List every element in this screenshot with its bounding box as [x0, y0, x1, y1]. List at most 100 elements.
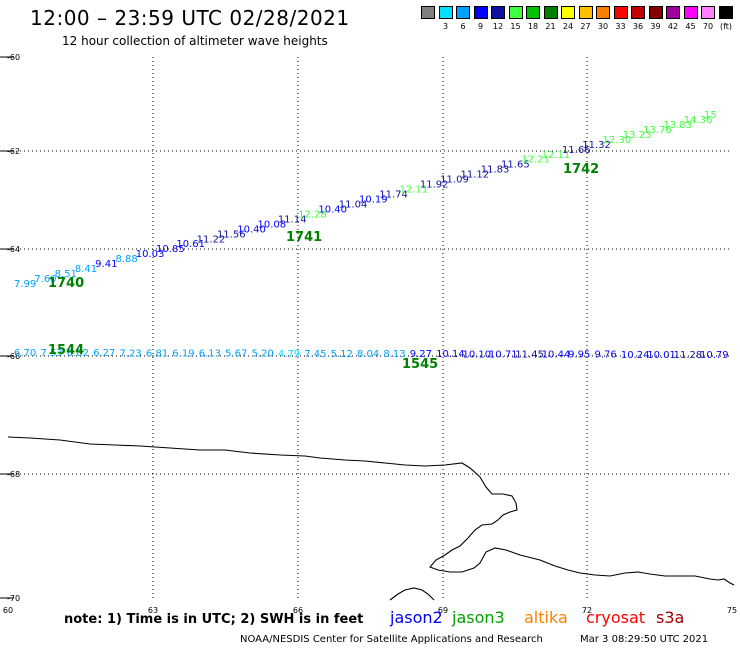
wave-height-value: 12.21 — [521, 155, 550, 166]
wave-height-value: 7.23 — [120, 348, 142, 359]
track-1544-1545: 6.70 7.53 6.82 6.27 7.23 6.81 6.19 6.13 5.67 5.20… — [14, 343, 729, 372]
colorbar-label: 42 — [667, 22, 679, 31]
colorbar-swatch — [421, 6, 435, 19]
map-grid: 60 63 66 69 72 75 -60 -62 -64 -66 -68 -70 — [0, 53, 737, 615]
satellite-cryosat: cryosat — [586, 608, 646, 627]
colorbar-swatch — [631, 6, 645, 19]
wave-height-value: 4.79 — [278, 349, 300, 360]
colorbar-swatch — [491, 6, 505, 19]
lon-tick-label: 69 — [438, 606, 448, 615]
colorbar-swatch — [701, 6, 715, 19]
wave-height-value: 5.12 — [331, 349, 353, 360]
satellite-altika: altika — [524, 608, 568, 627]
wave-height-value: 10.71 — [489, 349, 518, 360]
time-label: 1741 — [286, 230, 322, 245]
colorbar-label: 24 — [562, 22, 574, 31]
wave-height-value: 6.81 — [146, 348, 168, 359]
colorbar-swatch — [683, 6, 698, 19]
wave-height-value: 12.11 — [542, 150, 571, 161]
colorbar-label: 27 — [580, 22, 591, 31]
credit-line: NOAA/NESDIS Center for Satellite Applica… — [240, 634, 543, 645]
wave-height-value: 11.09 — [440, 175, 469, 186]
time-label: 1544 — [48, 343, 84, 358]
wave-height-value: 12.28 — [298, 209, 327, 220]
wave-height-value: 8.41 — [75, 264, 97, 275]
wave-height-value: 8.13 — [383, 349, 405, 360]
colorbar-label: 12 — [492, 22, 504, 31]
wave-height-value: 10.40 — [237, 224, 266, 235]
lat-tick-label: -66 — [7, 352, 20, 361]
time-label: 1740 — [48, 276, 84, 291]
satellite-jason2: jason2 — [390, 608, 443, 627]
page-subtitle: 12 hour collection of altimeter wave hei… — [62, 34, 328, 48]
wave-height-value: 6.19 — [172, 348, 194, 359]
lon-tick-label: 66 — [293, 606, 303, 615]
wave-height-value: 9.41 — [95, 259, 117, 270]
satellite-jason3: jason3 — [452, 608, 505, 627]
colorbar-swatch — [578, 6, 593, 19]
wave-height-value: 11.92 — [420, 180, 449, 191]
footer-note: note: 1) Time is in UTC; 2) SWH is in fe… — [64, 612, 364, 627]
wave-height-value: 11.28 — [674, 350, 703, 361]
wave-height-value: 14.36 — [684, 115, 713, 126]
wave-height-value: 11.45 — [515, 349, 544, 360]
lat-tick-label: -64 — [7, 245, 20, 254]
colorbar-swatch — [666, 6, 680, 19]
wave-height-value: 5.20 — [251, 349, 273, 360]
wave-height-value: 10.61 — [176, 239, 205, 250]
wave-height-value: 8.51 — [55, 269, 77, 280]
wave-height-value: 11.32 — [582, 140, 611, 151]
colorbar-swatch — [648, 6, 663, 19]
lat-tick-label: -62 — [7, 147, 20, 156]
lon-tick-label: 60 — [3, 606, 13, 615]
wave-height-value: 12.11 — [400, 185, 429, 196]
wave-height-value: 11.12 — [460, 170, 489, 181]
colorbar-swatch — [456, 6, 470, 19]
wave-height-value: 5.67 — [225, 349, 247, 360]
wave-height-value: 12.30 — [603, 135, 632, 146]
time-label: 1545 — [402, 357, 438, 372]
wave-height-value: 11.14 — [278, 214, 307, 225]
time-label: 1742 — [563, 162, 599, 177]
wave-height-value: 10.79 — [700, 350, 729, 361]
wave-height-value: 10.10 — [463, 349, 492, 360]
wave-height-value: 10.19 — [359, 195, 388, 206]
colorbar-swatch — [508, 6, 523, 19]
wave-height-value: 9.76 — [594, 350, 616, 361]
colorbar-swatch — [596, 6, 610, 19]
coastline — [7, 436, 735, 601]
lon-tick-label: 72 — [582, 606, 592, 615]
wave-height-value: 13.76 — [643, 125, 672, 136]
colorbar-swatch — [438, 6, 453, 19]
colorbar-label: 15 — [510, 22, 521, 31]
lat-tick-label: -68 — [7, 470, 20, 479]
colorbar-label: 9 — [477, 22, 484, 31]
wave-height-value: 11.74 — [379, 190, 408, 201]
wave-height-value: 6.27 — [93, 348, 115, 359]
colorbar-unit: (ft) — [719, 22, 733, 31]
generated-timestamp: Mar 3 08:29:50 UTC 2021 — [580, 634, 709, 645]
wave-height-value: 10.85 — [156, 244, 185, 255]
lat-tick-label: -60 — [7, 53, 20, 62]
page-title: 12:00 – 23:59 UTC 02/28/2021 — [30, 6, 350, 30]
wave-height-value: 6.70 — [14, 348, 36, 359]
antarctic-coastline — [7, 436, 735, 586]
wave-height-value: 10.44 — [542, 350, 571, 361]
wave-height-value: 13.23 — [623, 130, 652, 141]
colorbar-swatch — [526, 6, 540, 19]
wave-height-value: 9.27 — [410, 349, 432, 360]
wave-height-value: 11.65 — [501, 160, 530, 171]
colorbar-label: 6 — [460, 22, 466, 31]
wave-height-value: 15 — [704, 110, 717, 121]
wave-height-value: 6.13 — [199, 349, 221, 360]
wave-height-value: 10.01 — [647, 350, 676, 361]
wave-height-value: 7.45 — [304, 349, 326, 360]
wave-height-value: 10.40 — [318, 204, 347, 215]
lon-tick-label: 75 — [727, 606, 737, 615]
colorbar-swatch — [473, 6, 488, 19]
coastline-segment-south — [389, 587, 435, 601]
lat-tick-label: -70 — [7, 594, 20, 603]
wave-height-value: 10.14 — [436, 349, 465, 360]
colorbar-label: 18 — [527, 22, 539, 31]
